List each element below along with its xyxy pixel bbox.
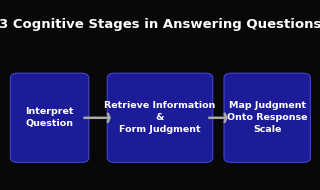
Text: Retrieve Information
&
Form Judgment: Retrieve Information & Form Judgment bbox=[104, 101, 216, 134]
Text: Interpret
Question: Interpret Question bbox=[25, 107, 74, 128]
FancyBboxPatch shape bbox=[224, 73, 310, 162]
Text: 3 Cognitive Stages in Answering Questions: 3 Cognitive Stages in Answering Question… bbox=[0, 18, 320, 31]
Text: Map Judgment
Onto Response
Scale: Map Judgment Onto Response Scale bbox=[227, 101, 308, 134]
FancyBboxPatch shape bbox=[10, 73, 89, 162]
FancyBboxPatch shape bbox=[107, 73, 213, 162]
